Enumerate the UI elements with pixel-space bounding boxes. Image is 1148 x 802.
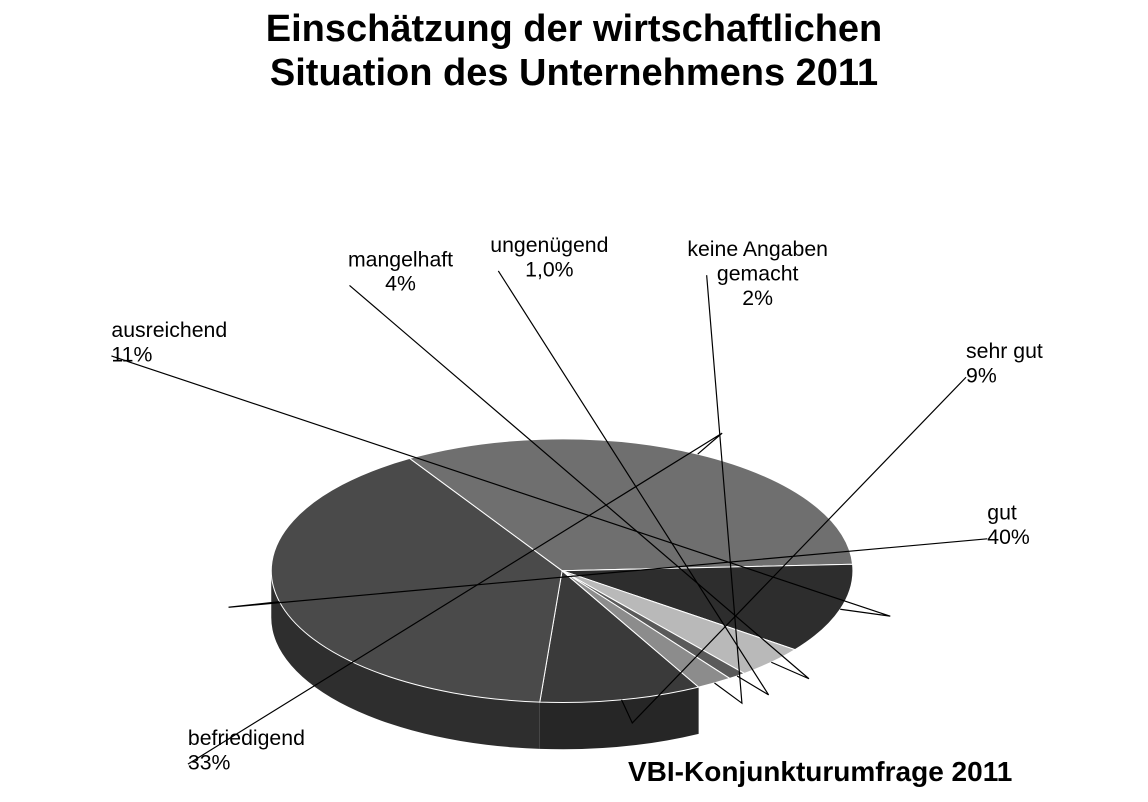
label-gut: gut40% bbox=[987, 501, 1030, 549]
title-line-1: Einschätzung der wirtschaftlichen bbox=[266, 8, 883, 50]
title-line-2: Situation des Unternehmens 2011 bbox=[270, 52, 878, 94]
pie-chart-svg: sehr gut9% gut40% befriedigend33% ausreiche… bbox=[0, 120, 1148, 802]
label-mangelhaft: mangelhaft4% bbox=[348, 247, 453, 295]
pie-chart: sehr gut9% gut40% befriedigend33% ausreiche… bbox=[0, 120, 1148, 802]
chart-footer: VBI-Konjunkturumfrage 2011 bbox=[628, 756, 1012, 788]
chart-title: Einschätzung der wirtschaftlichen Situat… bbox=[0, 0, 1148, 95]
label-sehr_gut: sehr gut9% bbox=[966, 339, 1043, 387]
label-befriedigend: befriedigend33% bbox=[188, 726, 305, 774]
label-ausreichend: ausreichend11% bbox=[111, 318, 227, 366]
label-ungenuegend: ungenügend1,0% bbox=[490, 233, 608, 281]
